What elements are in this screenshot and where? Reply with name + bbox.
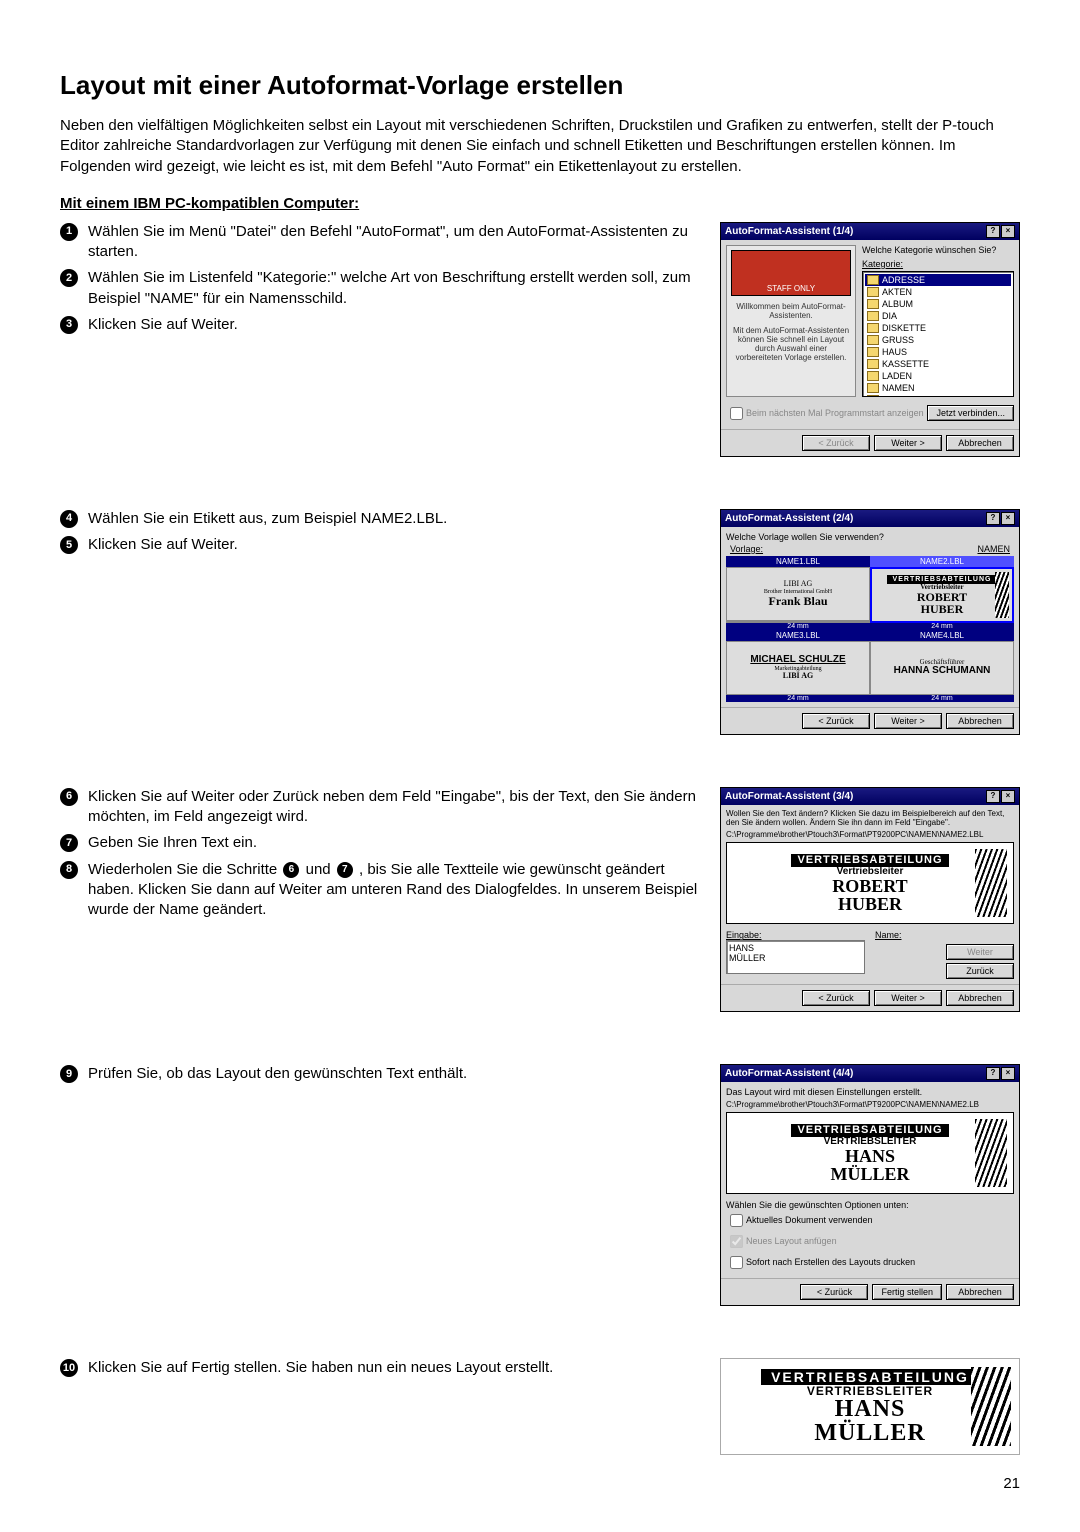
step-number: 4 — [60, 510, 78, 528]
next-button[interactable]: Weiter > — [874, 713, 942, 729]
file-path: C:\Programme\brother\Ptouch3\Format\PT92… — [726, 830, 1014, 839]
template-option[interactable]: MICHAEL SCHULZEMarketingabteilungLIBI AG — [726, 641, 870, 695]
close-icon[interactable]: × — [1001, 1067, 1015, 1080]
back-button: < Zurück — [802, 435, 870, 451]
template-option[interactable]: GeschäftsführerHANNA SCHUMANN — [870, 641, 1014, 695]
instruction-text: Wollen Sie den Text ändern? Klicken Sie … — [726, 810, 1014, 828]
template-grid[interactable]: NAME1.LBLNAME2.LBL LIBI AGBrother Intern… — [726, 556, 1014, 702]
dialog-title: AutoFormat-Assistent (3/4) — [725, 791, 853, 802]
step-number: 7 — [60, 834, 78, 852]
file-path: C:\Programme\brother\Ptouch3\Format\PT92… — [726, 1100, 1014, 1109]
dialog-2: AutoFormat-Assistent (2/4) ?× Welche Vor… — [720, 509, 1020, 735]
dialog-title: AutoFormat-Assistent (1/4) — [725, 226, 853, 237]
intro-text: Neben den vielfältigen Möglichkeiten sel… — [60, 116, 1020, 177]
close-icon[interactable]: × — [1001, 790, 1015, 803]
step-text: Klicken Sie auf Weiter oder Zurück neben… — [88, 787, 700, 828]
opt2-checkbox — [730, 1235, 743, 1248]
finish-button[interactable]: Fertig stellen — [872, 1284, 942, 1300]
step-text: Klicken Sie auf Weiter. — [88, 315, 700, 335]
cancel-button[interactable]: Abbrechen — [946, 1284, 1014, 1300]
step-number: 2 — [60, 269, 78, 287]
next-button[interactable]: Weiter > — [874, 435, 942, 451]
show-on-start-checkbox[interactable] — [730, 407, 743, 420]
wizard-left-pane: STAFF ONLY Willkommen beim AutoFormat-As… — [726, 245, 856, 397]
step-number: 5 — [60, 536, 78, 554]
label-preview: VERTRIEBSABTEILUNG VERTRIEBSLEITER HANS … — [726, 1112, 1014, 1194]
step-text: Wählen Sie im Listenfeld "Kategorie:" we… — [88, 268, 700, 309]
label-preview[interactable]: VERTRIEBSABTEILUNG Vertriebsleiter ROBER… — [726, 842, 1014, 924]
page-title: Layout mit einer Autoformat-Vorlage erst… — [60, 70, 1020, 101]
step-number: 6 — [60, 788, 78, 806]
back-button[interactable]: < Zurück — [802, 990, 870, 1006]
step-number: 3 — [60, 316, 78, 334]
question-text: Welche Kategorie wünschen Sie? — [862, 245, 1014, 255]
name-label: Name: — [875, 930, 1014, 940]
question-text: Welche Vorlage wollen Sie verwenden? — [726, 532, 1014, 542]
help-icon[interactable]: ? — [986, 1067, 1000, 1080]
window-buttons[interactable]: ?× — [985, 225, 1015, 238]
opt1-checkbox[interactable] — [730, 1214, 743, 1227]
help-icon[interactable]: ? — [986, 225, 1000, 238]
final-label-preview: VERTRIEBSABTEILUNG VERTRIEBSLEITER HANS … — [720, 1358, 1020, 1455]
close-icon[interactable]: × — [1001, 225, 1015, 238]
dialog-title: AutoFormat-Assistent (4/4) — [725, 1068, 853, 1079]
back-button[interactable]: < Zurück — [802, 713, 870, 729]
next-button[interactable]: Weiter > — [874, 990, 942, 1006]
help-icon[interactable]: ? — [986, 512, 1000, 525]
step-text: Geben Sie Ihren Text ein. — [88, 833, 700, 853]
eingabe-field[interactable]: HANS MÜLLER — [726, 940, 865, 974]
template-option-selected[interactable]: VERTRIEBSABTEILUNGVertriebsleiterROBERTH… — [870, 567, 1014, 623]
category-listbox[interactable]: ADRESSE AKTEN ALBUM DIA DISKETTE GRUSS H… — [862, 271, 1014, 397]
page-number: 21 — [60, 1475, 1020, 1492]
step-text: Klicken Sie auf Fertig stellen. Sie habe… — [88, 1358, 700, 1378]
step-text: Wählen Sie ein Etikett aus, zum Beispiel… — [88, 509, 700, 529]
step-text: Wählen Sie im Menü "Datei" den Befehl "A… — [88, 222, 700, 263]
window-buttons[interactable]: ?× — [985, 1067, 1015, 1080]
template-option[interactable]: LIBI AGBrother International GmbHFrank B… — [726, 567, 870, 621]
window-buttons[interactable]: ?× — [985, 512, 1015, 525]
step-text: Prüfen Sie, ob das Layout den gewünschte… — [88, 1064, 700, 1084]
eingabe-label: Eingabe: — [726, 930, 865, 940]
close-icon[interactable]: × — [1001, 512, 1015, 525]
instruction-text: Das Layout wird mit diesen Einstellungen… — [726, 1087, 1014, 1097]
preview-image: STAFF ONLY — [731, 250, 851, 296]
subheading: Mit einem IBM PC-kompatiblen Computer: — [60, 195, 1020, 212]
opt3-checkbox[interactable] — [730, 1256, 743, 1269]
dialog-3: AutoFormat-Assistent (3/4) ?× Wollen Sie… — [720, 787, 1020, 1013]
window-buttons[interactable]: ?× — [985, 790, 1015, 803]
cancel-button[interactable]: Abbrechen — [946, 990, 1014, 1006]
dialog-4: AutoFormat-Assistent (4/4) ?× Das Layout… — [720, 1064, 1020, 1306]
import-button[interactable]: Jetzt verbinden... — [927, 405, 1014, 421]
cancel-button[interactable]: Abbrechen — [946, 713, 1014, 729]
back-button[interactable]: < Zurück — [800, 1284, 868, 1300]
inline-step-ref: 7 — [337, 862, 353, 878]
step-number: 10 — [60, 1359, 78, 1377]
step-text: Klicken Sie auf Weiter. — [88, 535, 700, 555]
inner-zurueck-button[interactable]: Zurück — [946, 963, 1014, 979]
options-label: Wählen Sie die gewünschten Optionen unte… — [726, 1200, 1014, 1210]
inner-weiter-button: Weiter — [946, 944, 1014, 960]
help-icon[interactable]: ? — [986, 790, 1000, 803]
inline-step-ref: 6 — [283, 862, 299, 878]
step-number: 9 — [60, 1065, 78, 1083]
cancel-button[interactable]: Abbrechen — [946, 435, 1014, 451]
step-number: 1 — [60, 223, 78, 241]
dialog-1: AutoFormat-Assistent (1/4) ?× STAFF ONLY… — [720, 222, 1020, 457]
step-text: Wiederholen Sie die Schritte 6 und 7 , b… — [88, 860, 700, 921]
category-label: Kategorie: — [862, 259, 1014, 269]
step-number: 8 — [60, 861, 78, 879]
dialog-title: AutoFormat-Assistent (2/4) — [725, 513, 853, 524]
